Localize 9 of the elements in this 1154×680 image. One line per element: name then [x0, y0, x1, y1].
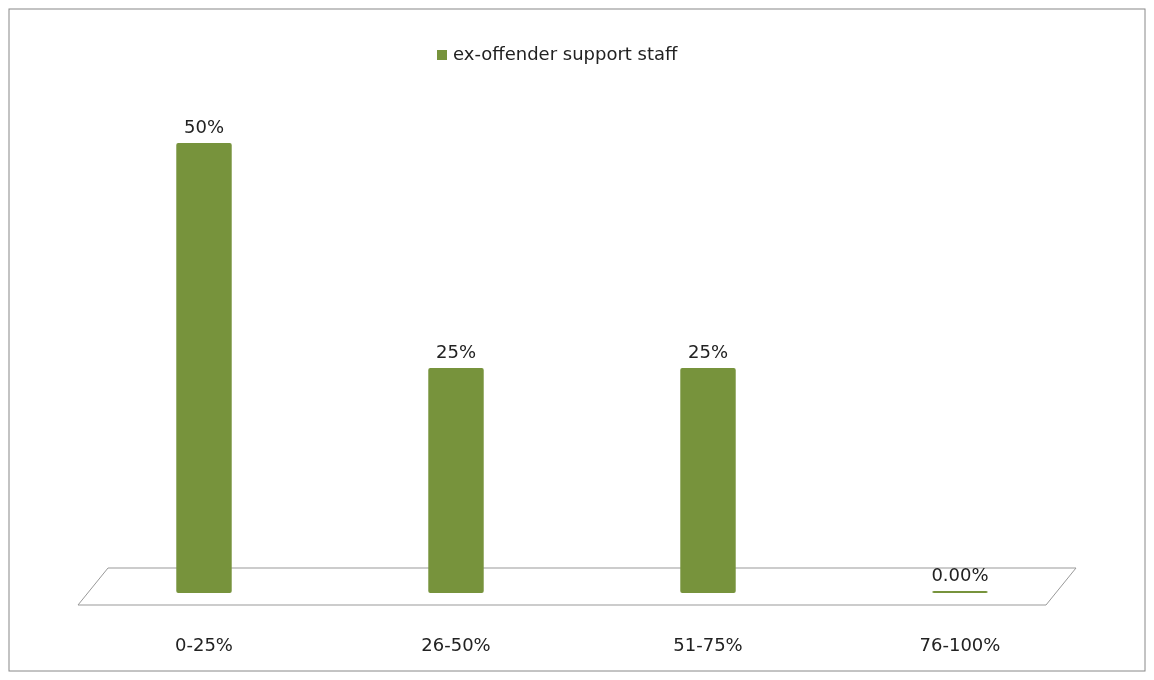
x-tick-label: 26-50% [421, 634, 491, 655]
x-tick-label: 76-100% [919, 634, 1001, 655]
data-label: 0.00% [931, 564, 989, 585]
x-tick-label: 0-25% [175, 634, 233, 655]
data-label: 50% [183, 116, 225, 137]
legend-label: ex-offender support staff [453, 43, 679, 64]
x-tick-label: 51-75% [673, 634, 743, 655]
data-label: 25% [435, 341, 477, 362]
data-label: 25% [687, 341, 729, 362]
